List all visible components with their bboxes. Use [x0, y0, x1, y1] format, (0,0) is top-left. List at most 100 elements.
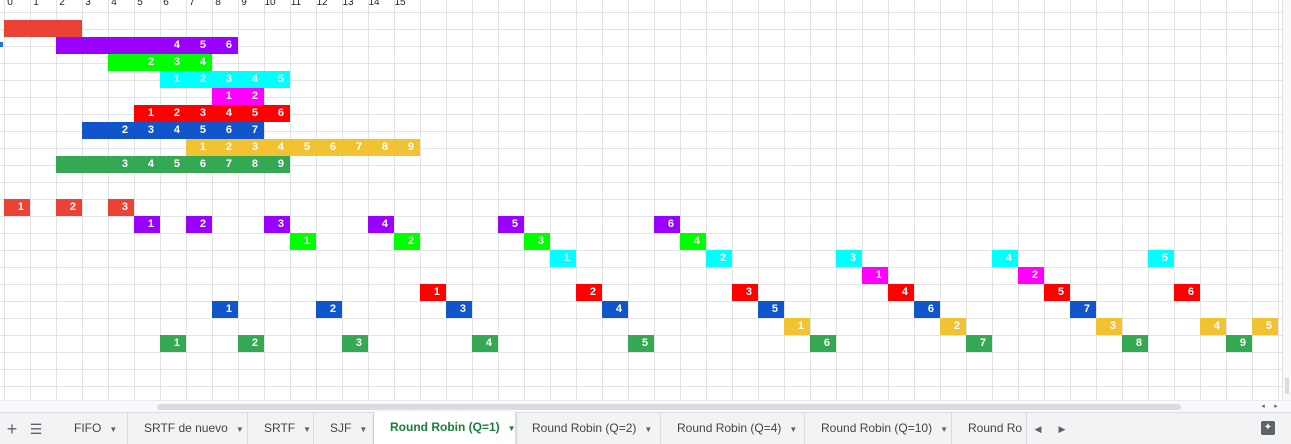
sheet-tab[interactable]: Round Robin (Q=10) ▼	[805, 413, 952, 444]
sheet-tab[interactable]: Round Robin (Q=1) ▼	[374, 412, 516, 444]
gantt-cell[interactable]: 4	[238, 71, 264, 88]
gantt-cell[interactable]: 5	[160, 156, 186, 173]
gantt-cell[interactable]: 6	[1174, 284, 1200, 301]
horizontal-scrollbar[interactable]: ◂ ▸	[0, 400, 1291, 412]
sheet-tab[interactable]: SRTF de nuevo ▼	[128, 413, 248, 444]
gantt-cell[interactable]: 8	[368, 139, 394, 156]
gantt-cell[interactable]: 3	[134, 122, 160, 139]
gantt-cell[interactable]	[4, 20, 30, 37]
gantt-cell[interactable]: 2	[212, 139, 238, 156]
sheet-tab[interactable]: Round Ro	[952, 413, 1027, 444]
gantt-cell[interactable]: 4	[160, 37, 186, 54]
caret-down-icon[interactable]: ▼	[109, 425, 118, 434]
explore-icon[interactable]: ✦	[1261, 421, 1275, 435]
gantt-cell[interactable]: 1	[784, 318, 810, 335]
gantt-cell[interactable]: 4	[160, 122, 186, 139]
gantt-cell[interactable]: 2	[186, 71, 212, 88]
gantt-cell[interactable]: 3	[186, 105, 212, 122]
horizontal-scrollbar-thumb[interactable]	[157, 404, 1181, 410]
gantt-cell[interactable]: 2	[108, 122, 134, 139]
gantt-cell[interactable]: 9	[394, 139, 420, 156]
plus-icon[interactable]: +	[6, 419, 18, 439]
sheet-tab[interactable]: FIFO ▼	[58, 413, 128, 444]
sheet-tab[interactable]: Round Robin (Q=4) ▼	[661, 413, 805, 444]
gantt-cell[interactable]	[108, 54, 134, 71]
caret-down-icon[interactable]: ▼	[235, 425, 244, 434]
sheet-tab[interactable]: Round Robin (Q=2) ▼	[516, 413, 661, 444]
gantt-cell[interactable]: 3	[160, 54, 186, 71]
gantt-cell[interactable]: 1	[134, 105, 160, 122]
gantt-cell[interactable]: 5	[186, 37, 212, 54]
scroll-left-icon[interactable]: ◂	[1261, 403, 1265, 410]
gantt-cell[interactable]: 2	[238, 335, 264, 352]
gantt-cell[interactable]: 8	[238, 156, 264, 173]
gantt-cell[interactable]: 3	[212, 71, 238, 88]
caret-down-icon[interactable]: ▼	[644, 425, 653, 434]
gantt-cell[interactable]: 4	[368, 216, 394, 233]
gantt-cell[interactable]: 5	[290, 139, 316, 156]
vertical-scrollbar[interactable]	[1282, 0, 1291, 400]
gantt-cell[interactable]: 6	[212, 37, 238, 54]
gantt-cell[interactable]: 7	[342, 139, 368, 156]
gantt-cell[interactable]: 1	[212, 301, 238, 318]
gantt-cell[interactable]	[108, 37, 134, 54]
gantt-cell[interactable]: 1	[4, 199, 30, 216]
gantt-cell[interactable]: 1	[186, 139, 212, 156]
caret-down-icon[interactable]: ▼	[507, 424, 516, 433]
gantt-cell[interactable]: 3	[732, 284, 758, 301]
gantt-cell[interactable]: 2	[316, 301, 342, 318]
gantt-cell[interactable]: 6	[264, 105, 290, 122]
gantt-cell[interactable]: 9	[1226, 335, 1252, 352]
gantt-cell[interactable]	[82, 156, 108, 173]
gantt-cell[interactable]: 6	[914, 301, 940, 318]
sheet-tab[interactable]: SRTF ▼	[248, 413, 314, 444]
gantt-cell[interactable]: 7	[238, 122, 264, 139]
gantt-cell[interactable]: 9	[264, 156, 290, 173]
caret-down-icon[interactable]: ▼	[940, 425, 948, 434]
gantt-cell[interactable]: 3	[108, 199, 134, 216]
gantt-cell[interactable]	[82, 37, 108, 54]
gantt-cell[interactable]: 7	[212, 156, 238, 173]
gantt-cell[interactable]: 2	[1018, 267, 1044, 284]
gantt-cell[interactable]: 3	[1096, 318, 1122, 335]
gantt-cell[interactable]: 5	[758, 301, 784, 318]
gantt-cell[interactable]: 5	[498, 216, 524, 233]
gantt-cell[interactable]: 6	[212, 122, 238, 139]
gantt-cell[interactable]: 2	[706, 250, 732, 267]
gantt-cell[interactable]: 3	[524, 233, 550, 250]
gantt-cell[interactable]: 2	[394, 233, 420, 250]
gantt-cell[interactable]: 5	[1252, 318, 1278, 335]
gantt-cell[interactable]: 3	[836, 250, 862, 267]
gantt-cell[interactable]	[82, 122, 108, 139]
gantt-cell[interactable]	[56, 156, 82, 173]
gantt-cell[interactable]: 3	[342, 335, 368, 352]
gantt-cell[interactable]: 2	[134, 54, 160, 71]
caret-down-icon[interactable]: ▼	[303, 425, 312, 434]
gantt-cell[interactable]: 4	[1200, 318, 1226, 335]
gantt-cell[interactable]: 2	[576, 284, 602, 301]
gantt-cell[interactable]: 5	[1044, 284, 1070, 301]
caret-down-icon[interactable]: ▼	[789, 425, 798, 434]
gantt-cell[interactable]: 2	[238, 88, 264, 105]
gantt-cell[interactable]: 3	[264, 216, 290, 233]
gantt-cell[interactable]	[30, 20, 56, 37]
gantt-cell[interactable]: 5	[1148, 250, 1174, 267]
caret-down-icon[interactable]: ▼	[359, 425, 368, 434]
gantt-cell[interactable]: 1	[212, 88, 238, 105]
gantt-cell[interactable]: 5	[186, 122, 212, 139]
gantt-cell[interactable]: 7	[1070, 301, 1096, 318]
gantt-cell[interactable]: 5	[238, 105, 264, 122]
gantt-cell[interactable]: 5	[264, 71, 290, 88]
gantt-cell[interactable]: 1	[134, 216, 160, 233]
gantt-cell[interactable]	[56, 37, 82, 54]
gantt-cell[interactable]: 1	[420, 284, 446, 301]
gantt-cell[interactable]: 1	[290, 233, 316, 250]
spreadsheet-grid[interactable]: 0 1 2 3 4 5 6 7 8 9 10 11 12 13 14 15 4 5 6 2 3 4 1 2 3 4 5 1 2 1 2 3 4 5…	[0, 0, 1282, 400]
gantt-cell[interactable]	[134, 37, 160, 54]
gantt-cell[interactable]: 2	[160, 105, 186, 122]
gantt-cell[interactable]: 1	[550, 250, 576, 267]
gantt-cell[interactable]: 5	[628, 335, 654, 352]
gantt-cell[interactable]: 4	[134, 156, 160, 173]
gantt-cell[interactable]: 4	[212, 105, 238, 122]
menu-icon[interactable]: ☰	[29, 421, 43, 437]
